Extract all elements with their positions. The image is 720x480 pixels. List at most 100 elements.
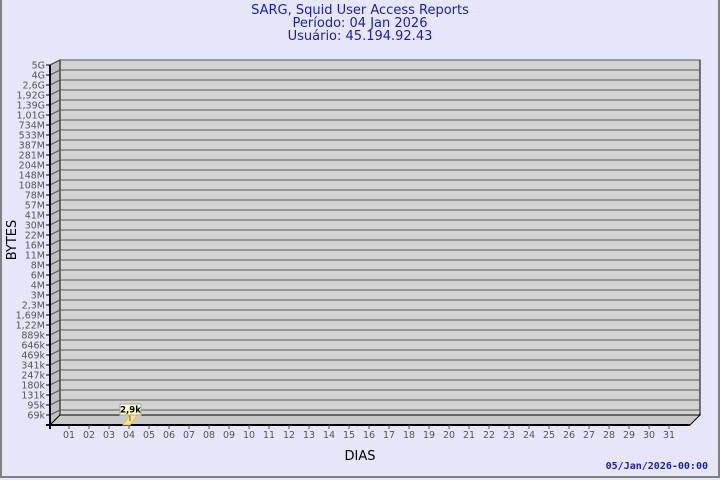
gridline-diagonal bbox=[49, 219, 61, 226]
y-tick-label: 387M bbox=[19, 141, 45, 152]
y-tick-label: 16M bbox=[25, 241, 45, 252]
x-tick-label: 28 bbox=[603, 430, 615, 441]
y-tick-label: 8M bbox=[31, 261, 45, 272]
x-tick-label: 12 bbox=[283, 430, 295, 441]
gridline-diagonal bbox=[49, 289, 61, 296]
y-tick-label: 1,92G bbox=[16, 91, 45, 102]
y-tick-label: 1,22M bbox=[16, 321, 45, 332]
x-tick-label: 11 bbox=[263, 430, 275, 441]
report-user: Usuário: 45.194.92.43 bbox=[287, 29, 433, 44]
gridline-diagonal bbox=[49, 209, 61, 216]
gridline-diagonal bbox=[49, 139, 61, 146]
x-tick-label: 20 bbox=[443, 430, 455, 441]
gridline-diagonal bbox=[49, 399, 61, 406]
y-tick-label: 1,69M bbox=[16, 311, 45, 322]
y-tick-label: 22M bbox=[25, 231, 45, 242]
x-tick-label: 06 bbox=[163, 430, 175, 441]
gridline-diagonal bbox=[49, 239, 61, 246]
x-tick-label: 29 bbox=[623, 430, 635, 441]
x-tick-label: 13 bbox=[303, 430, 315, 441]
gridline-diagonal bbox=[49, 189, 61, 196]
y-tick-label: 30M bbox=[25, 221, 45, 232]
y-tick-label: 4G bbox=[32, 71, 45, 82]
gridline-diagonal bbox=[49, 129, 61, 136]
x-tick-label: 07 bbox=[183, 430, 195, 441]
x-tick-label: 01 bbox=[63, 430, 75, 441]
x-tick-label: 31 bbox=[663, 430, 675, 441]
x-tick-label: 03 bbox=[103, 430, 115, 441]
y-tick-label: 2,3M bbox=[22, 301, 45, 312]
y-tick-label: 78M bbox=[25, 191, 45, 202]
plot-back-wall bbox=[59, 59, 701, 416]
x-tick-label: 21 bbox=[463, 430, 475, 441]
x-tick-label: 18 bbox=[403, 430, 415, 441]
y-tick-label: 646k bbox=[21, 341, 45, 352]
gridline-diagonal bbox=[49, 199, 61, 206]
y-tick-label: 41M bbox=[25, 211, 45, 222]
y-tick-label: 1,01G bbox=[16, 111, 45, 122]
y-tick-label: 889k bbox=[21, 331, 45, 342]
gridline-diagonal bbox=[49, 259, 61, 266]
y-tick-label: 180k bbox=[21, 381, 45, 392]
x-tick-label: 15 bbox=[343, 430, 355, 441]
gridline-diagonal bbox=[49, 229, 61, 236]
x-tick-label: 22 bbox=[483, 430, 495, 441]
gridline-diagonal bbox=[49, 69, 61, 76]
gridline-diagonal bbox=[49, 409, 61, 416]
y-axis-label: BYTES bbox=[5, 220, 20, 261]
data-label-box bbox=[119, 403, 142, 416]
y-tick-label: 1,39G bbox=[16, 101, 45, 112]
y-tick-label: 57M bbox=[25, 201, 45, 212]
gridline-diagonal bbox=[49, 279, 61, 286]
x-tick-label: 10 bbox=[243, 430, 255, 441]
gridline-diagonal bbox=[49, 59, 61, 66]
generated-timestamp: 05/Jan/2026-00:00 bbox=[605, 461, 708, 472]
gridline-diagonal bbox=[49, 89, 61, 96]
y-tick-label: 204M bbox=[19, 161, 45, 172]
report-title: SARG, Squid User Access Reports bbox=[251, 3, 469, 18]
y-tick-label: 734M bbox=[19, 121, 45, 132]
y-tick-label: 11M bbox=[25, 251, 45, 262]
gridline-diagonal bbox=[49, 99, 61, 106]
gridline-diagonal bbox=[49, 119, 61, 126]
x-tick-label: 09 bbox=[223, 430, 235, 441]
report-period: Período: 04 Jan 2026 bbox=[292, 16, 428, 31]
x-tick-label: 24 bbox=[523, 430, 535, 441]
gridline-diagonal bbox=[49, 179, 61, 186]
gridline-diagonal bbox=[49, 359, 61, 366]
x-tick-label: 23 bbox=[503, 430, 515, 441]
gridline-diagonal bbox=[49, 389, 61, 396]
x-tick-label: 27 bbox=[583, 430, 595, 441]
gridline-diagonal bbox=[49, 379, 61, 386]
x-tick-label: 02 bbox=[83, 430, 95, 441]
gridline-diagonal bbox=[49, 319, 61, 326]
x-tick-label: 14 bbox=[323, 430, 335, 441]
x-tick-label: 05 bbox=[143, 430, 155, 441]
gridline-diagonal bbox=[49, 149, 61, 156]
y-tick-label: 108M bbox=[19, 181, 45, 192]
gridline-diagonal bbox=[49, 249, 61, 256]
y-tick-label: 95k bbox=[27, 401, 45, 412]
y-tick-label: 69k bbox=[27, 411, 45, 422]
gridline-diagonal bbox=[49, 169, 61, 176]
gridline-diagonal bbox=[49, 339, 61, 346]
gridline-diagonal bbox=[49, 109, 61, 116]
gridline-diagonal bbox=[49, 309, 61, 316]
y-tick-label: 2,6G bbox=[23, 81, 45, 92]
x-tick-label: 30 bbox=[643, 430, 655, 441]
plot-floor bbox=[48, 414, 702, 426]
y-tick-label: 6M bbox=[31, 271, 45, 282]
x-tick-label: 25 bbox=[543, 430, 555, 441]
y-tick-label: 148M bbox=[19, 171, 45, 182]
gridline-diagonal bbox=[49, 369, 61, 376]
x-tick-label: 17 bbox=[383, 430, 395, 441]
gridline-diagonal bbox=[49, 349, 61, 356]
x-tick-label: 16 bbox=[363, 430, 375, 441]
x-tick-label: 26 bbox=[563, 430, 575, 441]
gridline-diagonal bbox=[49, 79, 61, 86]
gridline-diagonal bbox=[49, 159, 61, 166]
gridline-diagonal bbox=[49, 269, 61, 276]
gridline-diagonal bbox=[49, 329, 61, 336]
